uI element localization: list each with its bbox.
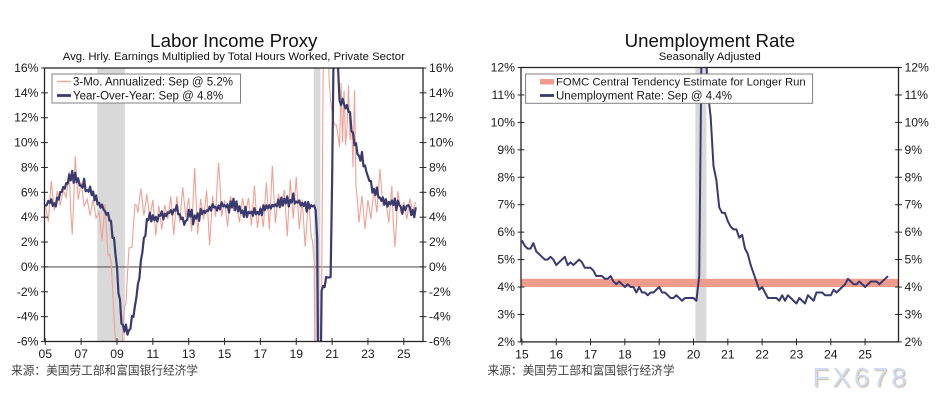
svg-text:Unemployment Rate: Unemployment Rate bbox=[625, 30, 795, 51]
svg-text:16%: 16% bbox=[14, 61, 39, 75]
svg-text:8%: 8% bbox=[905, 170, 923, 184]
svg-text:8%: 8% bbox=[497, 170, 515, 184]
svg-text:9%: 9% bbox=[497, 143, 515, 157]
svg-text:05: 05 bbox=[39, 347, 53, 361]
svg-text:-6%: -6% bbox=[17, 335, 39, 349]
svg-text:13: 13 bbox=[182, 347, 196, 361]
svg-text:14%: 14% bbox=[429, 86, 454, 100]
svg-text:-6%: -6% bbox=[429, 335, 451, 349]
svg-text:11: 11 bbox=[147, 347, 160, 361]
svg-text:21: 21 bbox=[325, 347, 339, 361]
svg-text:-4%: -4% bbox=[17, 310, 39, 324]
svg-text:0%: 0% bbox=[429, 260, 447, 274]
svg-text:15: 15 bbox=[515, 347, 529, 361]
svg-text:5%: 5% bbox=[497, 253, 515, 267]
svg-text:-2%: -2% bbox=[429, 285, 451, 299]
svg-text:19: 19 bbox=[289, 347, 303, 361]
svg-text:2%: 2% bbox=[429, 235, 447, 249]
svg-text:07: 07 bbox=[74, 347, 88, 361]
svg-text:5%: 5% bbox=[905, 253, 923, 267]
svg-text:4%: 4% bbox=[21, 210, 39, 224]
svg-text:10%: 10% bbox=[429, 136, 454, 150]
svg-text:6%: 6% bbox=[21, 185, 39, 199]
svg-text:8%: 8% bbox=[21, 160, 39, 174]
svg-text:Seasonally Adjusted: Seasonally Adjusted bbox=[659, 51, 761, 63]
svg-text:3%: 3% bbox=[905, 307, 923, 321]
svg-text:0%: 0% bbox=[21, 260, 39, 274]
svg-text:12%: 12% bbox=[14, 111, 39, 125]
svg-text:4%: 4% bbox=[497, 280, 515, 294]
svg-text:Unemployment Rate: Sep @ 4.4%: Unemployment Rate: Sep @ 4.4% bbox=[556, 91, 732, 103]
svg-text:11%: 11% bbox=[492, 88, 516, 102]
svg-text:3-Mo. Annualized: Sep @ 5.2%: 3-Mo. Annualized: Sep @ 5.2% bbox=[73, 77, 233, 89]
svg-text:10%: 10% bbox=[14, 136, 39, 150]
svg-text:Labor Income Proxy: Labor Income Proxy bbox=[150, 30, 318, 51]
svg-text:FX678: FX678 bbox=[813, 361, 910, 392]
svg-text:21: 21 bbox=[721, 347, 735, 361]
svg-text:2%: 2% bbox=[21, 235, 39, 249]
svg-text:10%: 10% bbox=[491, 115, 516, 129]
svg-text:17: 17 bbox=[584, 347, 598, 361]
svg-text:7%: 7% bbox=[905, 198, 923, 212]
svg-text:6%: 6% bbox=[497, 225, 515, 239]
svg-text:Year-Over-Year: Sep @ 4.8%: Year-Over-Year: Sep @ 4.8% bbox=[73, 91, 223, 103]
svg-text:09: 09 bbox=[110, 347, 124, 361]
svg-text:FOMC Central Tendency Estimate: FOMC Central Tendency Estimate for Longe… bbox=[556, 77, 806, 89]
svg-text:2%: 2% bbox=[497, 335, 515, 349]
svg-text:11%: 11% bbox=[905, 88, 929, 102]
svg-text:15: 15 bbox=[218, 347, 232, 361]
svg-text:来源：美国劳工部和富国银行经济学: 来源：美国劳工部和富国银行经济学 bbox=[11, 364, 198, 378]
svg-text:Avg. Hrly. Earnings Multiplied: Avg. Hrly. Earnings Multiplied by Total … bbox=[63, 51, 405, 63]
svg-text:23: 23 bbox=[790, 347, 804, 361]
svg-text:12%: 12% bbox=[429, 111, 454, 125]
svg-text:来源：美国劳工部和富国银行经济学: 来源：美国劳工部和富国银行经济学 bbox=[488, 364, 675, 378]
svg-text:-2%: -2% bbox=[17, 285, 39, 299]
svg-text:25: 25 bbox=[858, 347, 872, 361]
svg-text:12%: 12% bbox=[905, 61, 930, 75]
svg-text:9%: 9% bbox=[905, 143, 923, 157]
svg-text:14%: 14% bbox=[14, 86, 39, 100]
svg-text:23: 23 bbox=[361, 347, 375, 361]
svg-text:4%: 4% bbox=[429, 210, 447, 224]
svg-text:19: 19 bbox=[652, 347, 666, 361]
svg-text:10%: 10% bbox=[905, 115, 930, 129]
svg-text:24: 24 bbox=[824, 347, 838, 361]
svg-text:6%: 6% bbox=[429, 185, 447, 199]
svg-text:12%: 12% bbox=[491, 61, 516, 75]
svg-text:8%: 8% bbox=[429, 160, 447, 174]
svg-text:6%: 6% bbox=[905, 225, 923, 239]
svg-text:3%: 3% bbox=[497, 307, 515, 321]
svg-text:16: 16 bbox=[549, 347, 563, 361]
svg-text:7%: 7% bbox=[497, 198, 515, 212]
svg-text:20: 20 bbox=[687, 347, 701, 361]
svg-text:-4%: -4% bbox=[429, 310, 451, 324]
svg-text:18: 18 bbox=[618, 347, 632, 361]
svg-text:22: 22 bbox=[755, 347, 769, 361]
svg-text:4%: 4% bbox=[905, 280, 923, 294]
svg-text:16%: 16% bbox=[429, 61, 454, 75]
svg-text:FX678: FX678 bbox=[814, 363, 911, 394]
svg-text:25: 25 bbox=[397, 347, 411, 361]
svg-text:2%: 2% bbox=[905, 335, 923, 349]
svg-text:17: 17 bbox=[254, 347, 268, 361]
